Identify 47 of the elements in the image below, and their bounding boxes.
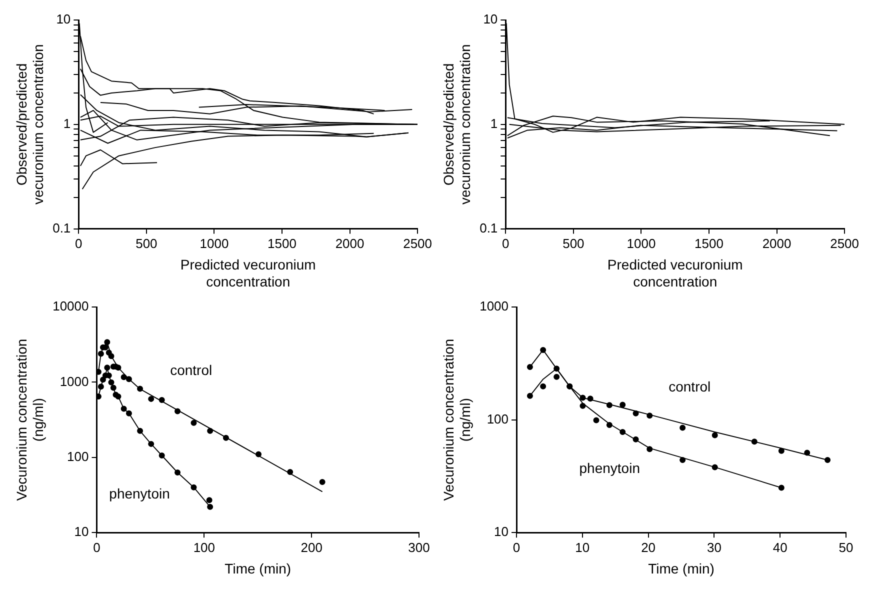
x-tick-label: 2000 (762, 236, 792, 252)
y-tick-label: 100 (486, 411, 509, 426)
x-axis-title: Time (min) (224, 560, 292, 576)
x-tick-label: 30 (706, 540, 722, 555)
x-tick-label: 500 (136, 236, 158, 252)
y-tick-label: 1000 (480, 298, 509, 314)
x-tick-label: 10 (575, 540, 590, 555)
x-tick-label: 0 (512, 540, 520, 555)
y-tick-label: 10 (483, 12, 498, 27)
y-tick-label: 1000 (60, 374, 89, 389)
x-tick-label: 1500 (694, 236, 724, 252)
y-tick-label: 0.1 (52, 220, 71, 236)
y-axis-title: Vecuronium concentration (ng/ml) (13, 338, 46, 501)
y-tick-label: 10 (56, 12, 71, 27)
x-tick-label: 0 (502, 236, 510, 252)
x-tick-label: 2500 (403, 236, 432, 252)
x-tick-label: 100 (193, 540, 216, 555)
y-tick-label: 100 (67, 448, 89, 464)
y-tick-label: 1 (490, 116, 498, 131)
x-tick-label: 0 (93, 540, 100, 555)
x-axis-title: Predicted vecuronium concentration (180, 256, 316, 290)
x-tick-label: 1500 (268, 236, 296, 252)
x-tick-label: 2000 (335, 236, 364, 252)
x-tick-label: 40 (772, 540, 788, 555)
x-axis-title: Time (min) (648, 560, 714, 576)
x-tick-label: 1000 (200, 236, 229, 252)
x-tick-label: 500 (562, 236, 584, 252)
x-tick-label: 1000 (626, 236, 656, 252)
series-label: phenytoin (579, 460, 640, 476)
y-tick-label: 10000 (52, 298, 89, 314)
x-axis-title: Predicted vecuronium concentration (607, 256, 743, 290)
x-tick-label: 50 (838, 540, 854, 555)
y-tick-label: 0.1 (480, 220, 498, 236)
x-tick-label: 20 (641, 540, 656, 555)
series-label: control (668, 378, 711, 394)
y-tick-label: 1 (63, 116, 71, 131)
series-label: control (170, 362, 212, 378)
y-axis-title: Observed/predicted vecuronium concentration (440, 44, 474, 205)
x-tick-label: 300 (408, 540, 430, 555)
y-axis-title: Vecuronium concentration (ng/ml) (440, 338, 474, 501)
x-tick-label: 200 (300, 540, 322, 555)
x-tick-label: 2500 (830, 236, 859, 252)
x-tick-label: 0 (75, 236, 82, 252)
y-axis-title: Observed/predicted vecuronium concentration (13, 44, 46, 205)
y-tick-label: 10 (74, 524, 89, 540)
series-label: phenytoin (109, 485, 170, 502)
y-tick-label: 10 (494, 524, 509, 540)
